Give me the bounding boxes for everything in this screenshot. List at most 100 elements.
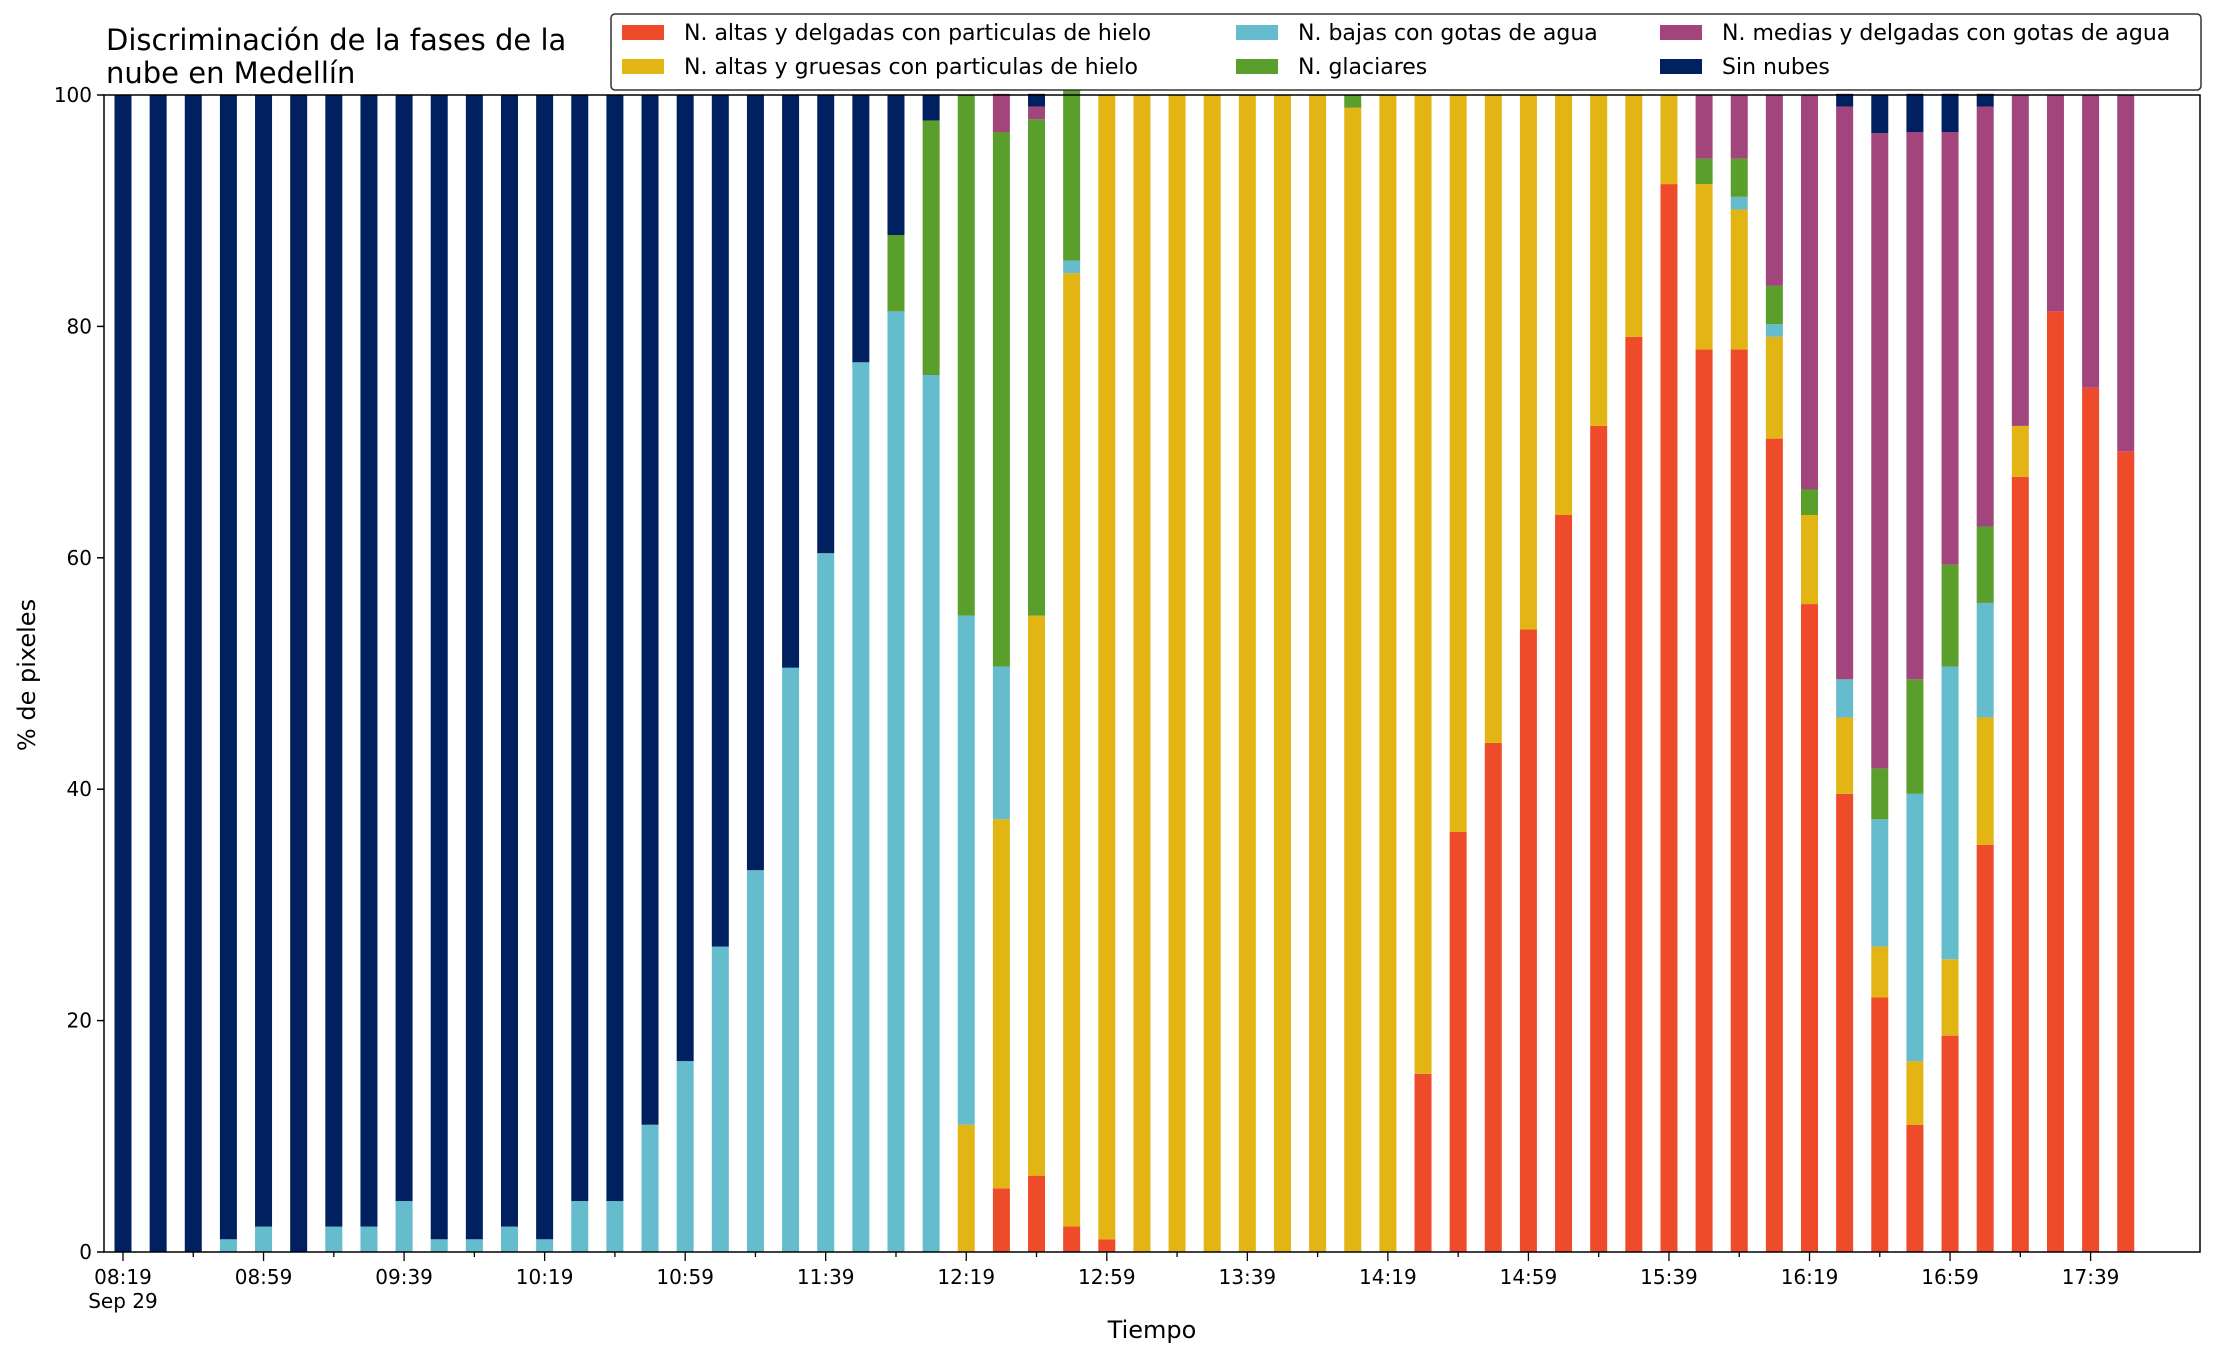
x-tick-label: 08:59 [235,1265,293,1289]
bar-segment-1429-s0 [1414,1073,1432,1252]
bar-segment-1609-s1 [1765,336,1783,439]
bar-segment-1719-s1 [2011,425,2029,477]
x-axis-title: Tiempo [1107,1316,1197,1344]
x-tick-label: 09:39 [375,1265,433,1289]
bar-segment-1659-s3 [1941,564,1959,667]
y-tick-label: 100 [54,83,92,107]
bar-segment-1139-s5 [817,95,835,554]
y-axis-title: % de pixeles [13,599,41,751]
bar-segment-1409-s1 [1344,107,1362,1253]
bar-segment-1709-s1 [1976,717,1994,845]
x-tick-label: 08:19 [94,1265,152,1289]
bar-segment-1629-s0 [1836,793,1854,1252]
bar-segment-1029-s2 [571,1201,589,1252]
bar-segment-1649-s0 [1906,1124,1924,1252]
x-tick-label: 10:59 [656,1265,714,1289]
bar-segment-1659-s1 [1941,959,1959,1036]
bar-segment-0949-s2 [430,1239,448,1252]
bar-segment-1219-s3 [957,95,975,616]
bar-segment-1039-s5 [606,95,624,1202]
bar-segment-1629-s4 [1836,106,1854,680]
bar-segment-1219-s1 [957,1124,975,1252]
legend-label: N. altas y gruesas con particulas de hie… [684,55,1138,80]
legend-swatch [622,25,664,40]
legend-swatch [1236,59,1278,74]
bar-segment-1559-s3 [1730,158,1748,197]
bar-segment-1519-s0 [1590,425,1608,1252]
x-tick-label: 11:39 [797,1265,855,1289]
bar-segment-1649-s3 [1906,679,1924,794]
bar-segment-1659-s4 [1941,132,1959,565]
bar-segment-1449-s0 [1484,742,1502,1252]
bar-segment-1429-s1 [1414,95,1432,1074]
bar-segment-0849-s5 [219,95,237,1240]
bar-segment-1629-s5 [1836,93,1854,107]
legend-label: N. bajas con gotas de agua [1298,21,1598,46]
bar-segment-1109-s2 [711,946,729,1252]
bar-segment-0929-s5 [360,95,378,1227]
bar-segment-1229-s1 [992,819,1010,1189]
bar-segment-1209-s3 [922,120,940,375]
bar-segment-1639-s3 [1871,768,1889,820]
bar-segment-1239-s5 [1028,93,1046,107]
bar-segment-1619-s1 [1801,514,1819,605]
x-tick-label: 14:59 [1500,1265,1558,1289]
bar-segment-1639-s4 [1871,133,1889,769]
legend: N. altas y delgadas con particulas de hi… [610,13,2202,91]
bar-segment-1709-s4 [1976,106,1994,527]
bar-segment-1619-s0 [1801,604,1819,1252]
y-tick-label: 0 [79,1240,92,1264]
bar-segment-0859-s2 [255,1226,273,1252]
bar-segment-1749-s4 [2117,95,2135,452]
bar-segment-1709-s5 [1976,93,1994,107]
bar-segment-0929-s2 [360,1226,378,1252]
bar-segment-1209-s2 [922,374,940,1252]
legend-swatch [1660,59,1702,74]
bar-segment-0819-s5 [114,95,132,1252]
bar-segment-1049-s5 [641,95,659,1125]
bar-segment-1659-s2 [1941,666,1959,960]
x-tick-label: 12:19 [937,1265,995,1289]
bar-segment-1349-s1 [1273,95,1291,1252]
bar-segment-1609-s0 [1765,438,1783,1252]
bar-segment-1709-s3 [1976,526,1994,603]
y-tick-label: 80 [67,314,92,338]
bar-segment-1159-s5 [887,95,905,235]
bar-segment-1729-s4 [2046,95,2064,312]
x-tick-label: 17:39 [2062,1265,2120,1289]
bar-segment-1229-s4 [992,93,1010,133]
bar-segment-1539-s1 [1660,95,1678,185]
chart-title-line-2: nube en Medellín [106,56,355,90]
bar-segment-1629-s2 [1836,679,1854,718]
bar-segment-1739-s0 [2082,387,2100,1253]
x-tick-label: 15:39 [1640,1265,1698,1289]
bar-segment-1559-s4 [1730,95,1748,159]
bar-segment-1659-s0 [1941,1035,1959,1252]
bar-segment-1549-s4 [1695,95,1713,159]
bar-segment-1339-s1 [1238,95,1256,1252]
bar-segment-1419-s1 [1379,95,1397,1252]
legend-label: N. medias y delgadas con gotas de agua [1722,21,2170,46]
bar-segment-0849-s2 [219,1239,237,1252]
bar-segment-1249-s2 [1063,260,1081,274]
bar-segment-1059-s5 [676,95,694,1062]
bar-segment-1129-s5 [782,95,800,668]
x-tick-label: 12:59 [1078,1265,1136,1289]
bars-group [114,82,2135,1253]
bar-segment-1549-s1 [1695,184,1713,350]
bar-segment-1249-s0 [1063,1226,1081,1252]
legend-box [610,13,2202,91]
bar-segment-1229-s3 [992,132,1010,667]
y-tick-label: 60 [67,546,92,570]
bar-segment-1719-s4 [2011,95,2029,426]
bar-segment-1019-s5 [536,95,554,1240]
bar-segment-1729-s0 [2046,311,2064,1252]
bar-segment-0829-s5 [149,95,167,1252]
bar-segment-1649-s4 [1906,132,1924,680]
bar-segment-1709-s2 [1976,602,1994,718]
x-tick-label: 14:19 [1359,1265,1417,1289]
bar-segment-1459-s0 [1519,629,1537,1252]
bar-segment-1719-s0 [2011,476,2029,1252]
bar-segment-1749-s0 [2117,451,2135,1252]
chart-title-line-1: Discriminación de la fases de la [106,23,566,57]
